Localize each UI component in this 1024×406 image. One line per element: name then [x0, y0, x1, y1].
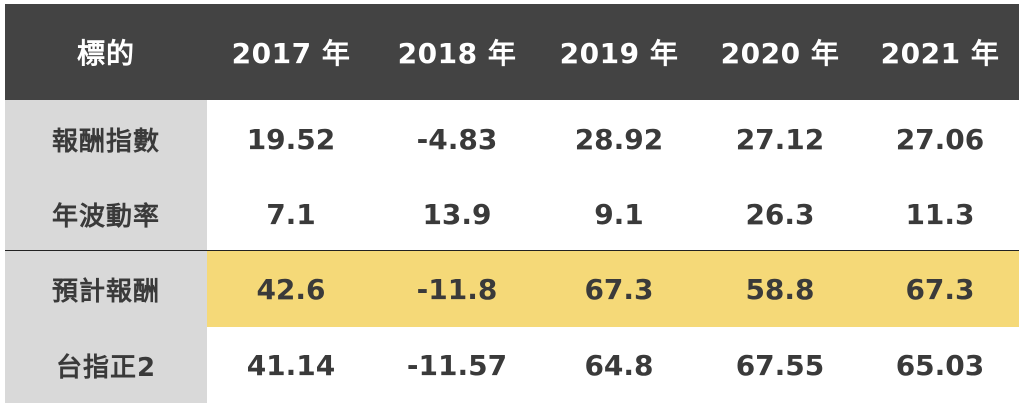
header-year-2017: 2017 年	[231, 37, 351, 70]
table-row-annual-volatility: 年波動率 7.1 13.9 9.1 26.3 11.3	[5, 178, 1019, 250]
table-cell: 58.8	[699, 251, 861, 327]
table-cell: 65.03	[895, 348, 985, 382]
header-year-2018: 2018 年	[397, 37, 517, 70]
table-row-expected-return: 預計報酬 42.6 -11.8 67.3 58.8 67.3	[5, 250, 1019, 327]
table-cell: 27.12	[735, 122, 825, 156]
table-cell: -11.8	[375, 251, 539, 327]
row-label: 報酬指數	[5, 100, 207, 178]
table-cell: 9.1	[594, 197, 644, 231]
table-cell: 67.55	[735, 348, 825, 382]
table-cell: 11.3	[905, 197, 975, 231]
header-year-2019: 2019 年	[559, 37, 679, 70]
table-cell: 41.14	[246, 348, 336, 382]
header-year-2020: 2020 年	[720, 37, 840, 70]
table-cell: -11.57	[406, 348, 508, 382]
table-cell: 27.06	[895, 122, 985, 156]
table-cell: 26.3	[745, 197, 815, 231]
table-row-taiex-2x: 台指正2 41.14 -11.57 64.8 67.55 65.03	[5, 327, 1019, 403]
row-label: 年波動率	[5, 178, 207, 250]
table-cell: 7.1	[266, 197, 316, 231]
table-cell: 67.3	[861, 251, 1019, 327]
row-label: 台指正2	[5, 327, 207, 403]
table-cell: 64.8	[584, 348, 654, 382]
table-cell: 13.9	[422, 197, 492, 231]
table-cell: -4.83	[416, 122, 498, 156]
table-cell: 19.52	[246, 122, 336, 156]
header-label: 標的	[5, 4, 207, 100]
table-cell: 28.92	[574, 122, 664, 156]
table-cell: 42.6	[207, 251, 375, 327]
table-header-row: 標的 2017 年 2018 年 2019 年 2020 年 2021 年	[5, 4, 1019, 100]
header-year-2021: 2021 年	[880, 37, 1000, 70]
table-row-return-index: 報酬指數 19.52 -4.83 28.92 27.12 27.06	[5, 100, 1019, 178]
returns-table: 標的 2017 年 2018 年 2019 年 2020 年 2021 年 報酬…	[5, 4, 1019, 403]
table-cell: 67.3	[539, 251, 699, 327]
row-label: 預計報酬	[5, 251, 207, 327]
